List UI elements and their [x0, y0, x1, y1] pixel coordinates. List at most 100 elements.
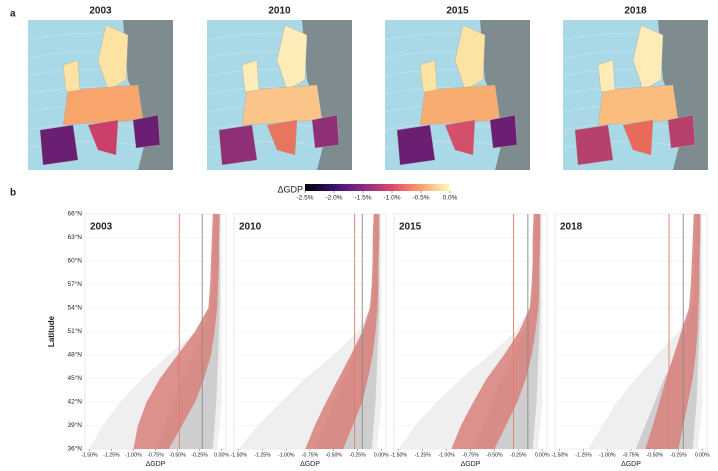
chart-title: 2003: [90, 222, 113, 233]
panel-label: a: [10, 9, 16, 20]
y-tick-label: 57°N: [67, 280, 82, 288]
x-tick-label: -1.00%: [125, 452, 142, 458]
y-tick-label: 51°N: [67, 327, 82, 335]
x-tick-label: -0.75%: [462, 452, 479, 458]
region-south: [622, 119, 654, 156]
y-tick-label: 39°N: [67, 421, 82, 429]
region-south: [396, 124, 436, 166]
region-south: [574, 124, 614, 166]
x-tick-label: -0.25%: [670, 452, 687, 458]
region-east: [489, 114, 518, 149]
y-tick-label: 60°N: [67, 257, 82, 265]
colorbar-tick-label: -2.0%: [326, 195, 343, 202]
x-tick-label: -0.25%: [191, 452, 208, 458]
chart-title: 2018: [560, 222, 583, 233]
chart-title: 2015: [399, 222, 422, 233]
x-tick-label: -1.00%: [599, 452, 616, 458]
region-north: [97, 24, 129, 91]
x-axis-label: ΔGDP: [300, 461, 320, 468]
map-title: 2003: [89, 6, 112, 17]
x-tick-label: -1.50%: [552, 452, 569, 458]
x-axis-label: ΔGDP: [146, 461, 166, 468]
region-central: [241, 84, 323, 126]
region-isles: [241, 59, 260, 93]
land-outside: [123, 20, 173, 170]
map-title: 2018: [624, 6, 647, 17]
x-tick-label: -1.25%: [414, 452, 431, 458]
y-tick-label: 54°N: [67, 304, 82, 312]
x-tick-label: -0.75%: [623, 452, 640, 458]
region-north: [276, 24, 308, 91]
x-tick-label: -0.75%: [302, 452, 319, 458]
land-outside: [658, 20, 708, 170]
colorbar-tick-label: -0.5%: [413, 195, 430, 202]
panel-label: b: [10, 188, 16, 199]
region-south: [39, 124, 79, 166]
x-tick-label: -1.25%: [254, 452, 271, 458]
x-tick-label: 0.00%: [214, 452, 229, 458]
x-tick-label: -1.00%: [278, 452, 295, 458]
region-central: [597, 84, 679, 126]
y-tick-label: 36°N: [67, 445, 82, 453]
band: [133, 214, 220, 449]
x-tick-label: -0.25%: [510, 452, 527, 458]
region-south: [444, 119, 476, 156]
colorbar-tick-label: -2.5%: [297, 195, 314, 202]
x-tick-label: 0.00%: [535, 452, 550, 458]
x-tick-label: -0.25%: [349, 452, 366, 458]
region-south: [87, 119, 119, 156]
region-central: [62, 84, 144, 126]
x-tick-label: -1.50%: [391, 452, 408, 458]
region-east: [311, 114, 340, 149]
region-north: [454, 24, 486, 91]
y-tick-label: 66°N: [67, 210, 82, 218]
x-axis-label: ΔGDP: [621, 461, 641, 468]
region-central: [419, 84, 501, 126]
chart-title: 2010: [239, 222, 262, 233]
x-tick-label: -0.50%: [486, 452, 503, 458]
region-isles: [62, 59, 81, 93]
land-outside: [302, 20, 352, 170]
x-tick-label: -0.50%: [326, 452, 343, 458]
region-south: [266, 119, 298, 156]
band: [451, 214, 541, 449]
band: [645, 214, 701, 449]
x-tick-label: -0.75%: [147, 452, 164, 458]
colorbar-tick-label: -1.0%: [384, 195, 401, 202]
map: [562, 20, 709, 170]
y-tick-label: 48°N: [67, 351, 82, 359]
region-north: [632, 24, 664, 91]
x-tick-label: -1.00%: [438, 452, 455, 458]
region-isles: [419, 59, 438, 93]
y-tick-label: 42°N: [67, 398, 82, 406]
x-axis-label: ΔGDP: [461, 461, 481, 468]
x-tick-label: -1.50%: [231, 452, 248, 458]
band: [305, 214, 380, 449]
map-title: 2015: [446, 6, 469, 17]
y-tick-label: 63°N: [67, 233, 82, 241]
x-tick-label: -1.25%: [575, 452, 592, 458]
land-outside: [480, 20, 530, 170]
region-east: [132, 114, 161, 149]
map: [206, 20, 353, 170]
x-tick-label: -1.25%: [103, 452, 120, 458]
map: [384, 20, 531, 170]
colorbar: [305, 184, 450, 191]
map-title: 2010: [268, 6, 291, 17]
colorbar-label: ΔGDP: [277, 184, 303, 194]
y-tick-label: 45°N: [67, 374, 82, 382]
band: [155, 214, 220, 449]
colorbar-tick-label: -1.5%: [355, 195, 372, 202]
map: [27, 20, 174, 170]
region-east: [667, 114, 696, 149]
region-isles: [597, 59, 616, 93]
band: [473, 214, 541, 449]
x-tick-label: -0.50%: [169, 452, 186, 458]
colorbar-tick-label: 0.0%: [443, 195, 458, 202]
x-tick-label: -1.50%: [81, 452, 98, 458]
x-tick-label: 0.00%: [374, 452, 389, 458]
x-tick-label: 0.00%: [695, 452, 710, 458]
y-axis-label: Latitude: [47, 315, 56, 347]
x-tick-label: -0.50%: [647, 452, 664, 458]
